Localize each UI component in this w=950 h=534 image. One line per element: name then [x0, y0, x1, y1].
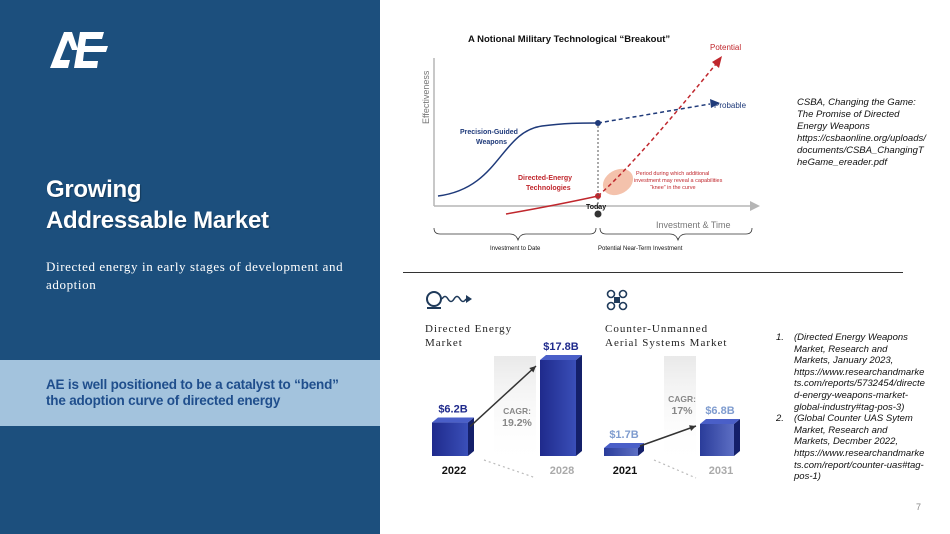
de-market-label: Directed Energy Market — [425, 322, 512, 350]
bracket-right — [599, 227, 753, 242]
cuas-market-label: Counter-Unmanned Aerial Systems Market — [605, 322, 727, 350]
bar-value-label: $17.8B — [543, 341, 579, 353]
bar — [432, 422, 468, 456]
de-label-1: Directed-Energy — [518, 175, 572, 182]
period-text-2: investment may reveal a capabilities — [634, 178, 723, 184]
growth-arrow — [639, 425, 697, 447]
potential-label: Potential — [710, 43, 741, 52]
x-axis-arrow-icon — [750, 201, 760, 211]
growth-arrow-head-icon — [689, 425, 696, 431]
ae-logo: AE — [50, 32, 108, 68]
knee-highlight — [602, 168, 634, 196]
y-axis-label: Effectiveness — [421, 70, 431, 124]
bar-value-label: $6.2B — [438, 404, 467, 416]
bar-side — [468, 417, 474, 456]
de-market-label-2: Market — [425, 337, 463, 349]
category-label: 2021 — [613, 465, 637, 477]
de-market-label-1: Directed Energy — [425, 323, 513, 335]
period-text-1: Period during which additional — [636, 171, 709, 177]
bar-top — [432, 417, 474, 423]
de-projection — [597, 63, 717, 197]
cagr-label: CAGR: — [668, 394, 696, 404]
reference-text: (Global Counter UAS Sytem Market, Resear… — [794, 413, 925, 483]
pgw-curve — [437, 122, 599, 197]
callout-band — [0, 360, 380, 426]
floor-line — [483, 459, 537, 479]
probable-arrow-icon — [710, 99, 720, 108]
bar — [604, 448, 638, 456]
pgw-label-1: Precision-Guided — [460, 129, 518, 136]
notional-chart-title: A Notional Military Technological “Break… — [468, 34, 670, 45]
reference-text: (Directed Energy Weapons Market, Researc… — [794, 332, 925, 413]
bar-side — [734, 419, 740, 456]
pgw-today-dot — [595, 120, 601, 126]
citation: CSBA, Changing the Game: The Promise of … — [797, 97, 926, 168]
potential-arrow-icon — [712, 56, 722, 68]
references-list: 1. (Directed Energy Weapons Market, Rese… — [776, 332, 926, 483]
cagr-shade — [494, 356, 536, 466]
bar-value-label: $6.8B — [705, 405, 734, 417]
bar-side — [638, 443, 644, 456]
reference-number: 1. — [776, 332, 784, 343]
category-label: 2031 — [709, 465, 733, 477]
cagr-label: CAGR: — [503, 406, 531, 416]
title-line-1: Growing — [46, 176, 142, 203]
drone-icon — [606, 289, 628, 311]
bar — [700, 424, 734, 456]
bracket-left-label: Investment to Date — [490, 246, 541, 252]
cagr-value: 19.2% — [502, 417, 532, 429]
bar-top — [604, 443, 644, 448]
x-axis-label: Investment & Time — [656, 220, 731, 230]
divider — [403, 272, 903, 273]
bar-top — [540, 355, 582, 360]
notional-breakout-chart: A Notional Military Technological “Break… — [421, 34, 760, 252]
page-title: Growing Addressable Market — [46, 174, 269, 236]
de-label-2: Technologies — [526, 185, 571, 192]
cagr-value: 17% — [671, 405, 693, 417]
cuas-market-label-2: Aerial Systems Market — [605, 337, 728, 349]
bar-side — [576, 355, 582, 456]
category-label: 2028 — [550, 465, 574, 477]
today-marker — [594, 210, 602, 218]
bar-value-label: $1.7B — [609, 429, 638, 441]
pgw-projection — [597, 103, 711, 124]
callout-text: AE is well positioned to be a catalyst t… — [46, 377, 339, 408]
left-panel — [0, 0, 380, 534]
title-line-2: Addressable Market — [46, 207, 269, 234]
de-curve — [505, 195, 599, 215]
bar-top — [700, 419, 740, 424]
bracket-left — [433, 227, 597, 242]
reference-number: 2. — [776, 413, 784, 425]
reference-item: 1. (Directed Energy Weapons Market, Rese… — [776, 332, 926, 413]
reference-item: 2. (Global Counter UAS Sytem Market, Res… — [776, 413, 926, 483]
today-label: Today — [586, 204, 606, 211]
growth-arrow-head-icon — [529, 366, 536, 373]
bracket-right-label: Potential Near-Term Investment — [598, 246, 683, 252]
cuas-market-label-1: Counter-Unmanned — [605, 323, 709, 335]
subtitle: Directed energy in early stages of devel… — [46, 259, 344, 292]
page-number: 7 — [916, 502, 922, 512]
logo-text: AE — [79, 40, 81, 43]
growth-arrow — [469, 365, 537, 428]
period-text-3: “knee” in the curve — [650, 185, 696, 191]
probable-label: Probable — [714, 101, 747, 110]
category-label: 2022 — [442, 465, 466, 477]
pgw-label-2: Weapons — [476, 139, 507, 146]
cagr-shade — [664, 356, 696, 466]
bar — [540, 360, 576, 456]
directed-energy-icon — [426, 291, 472, 309]
